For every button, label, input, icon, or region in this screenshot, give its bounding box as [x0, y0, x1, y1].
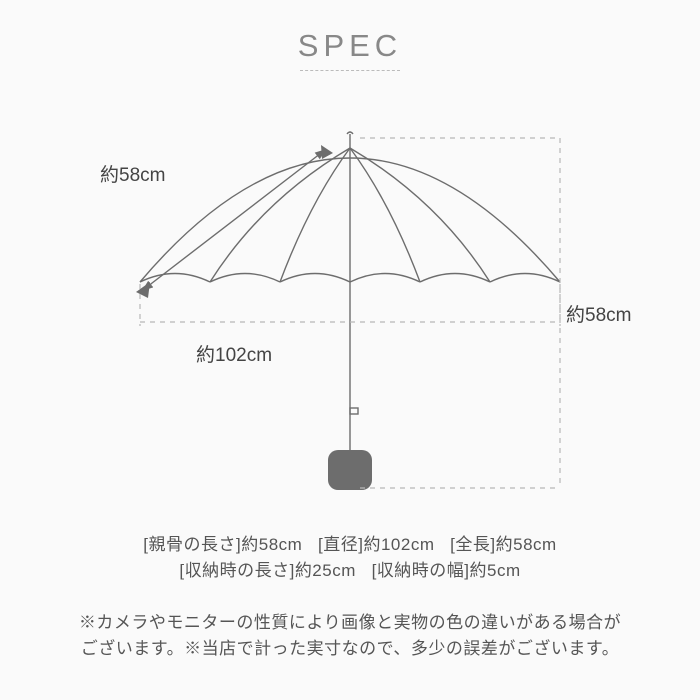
- spec-text: [親骨の長さ]約58cm [直径]約102cm [全長]約58cm [収納時の長…: [0, 532, 700, 585]
- title-rule: [300, 70, 400, 71]
- full-length-label: 約58cm: [566, 300, 631, 327]
- length-bracket: [360, 138, 560, 488]
- umbrella-outline: [140, 132, 560, 490]
- umbrella-diagram: 約58cm 約102cm 約58cm: [0, 90, 700, 510]
- section-title: SPEC: [0, 0, 700, 64]
- spec-line-2: [収納時の長さ]約25cm [収納時の幅]約5cm: [0, 558, 700, 584]
- rib-length-label: 約58cm: [100, 160, 165, 187]
- spec-line-1: [親骨の長さ]約58cm [直径]約102cm [全長]約58cm: [0, 532, 700, 558]
- rib-length-arrow: [143, 150, 325, 290]
- diameter-label: 約102cm: [196, 340, 272, 367]
- disclaimer-text: ※カメラやモニターの性質により画像と実物の色の違いがある場合が ございます。※当…: [0, 610, 700, 663]
